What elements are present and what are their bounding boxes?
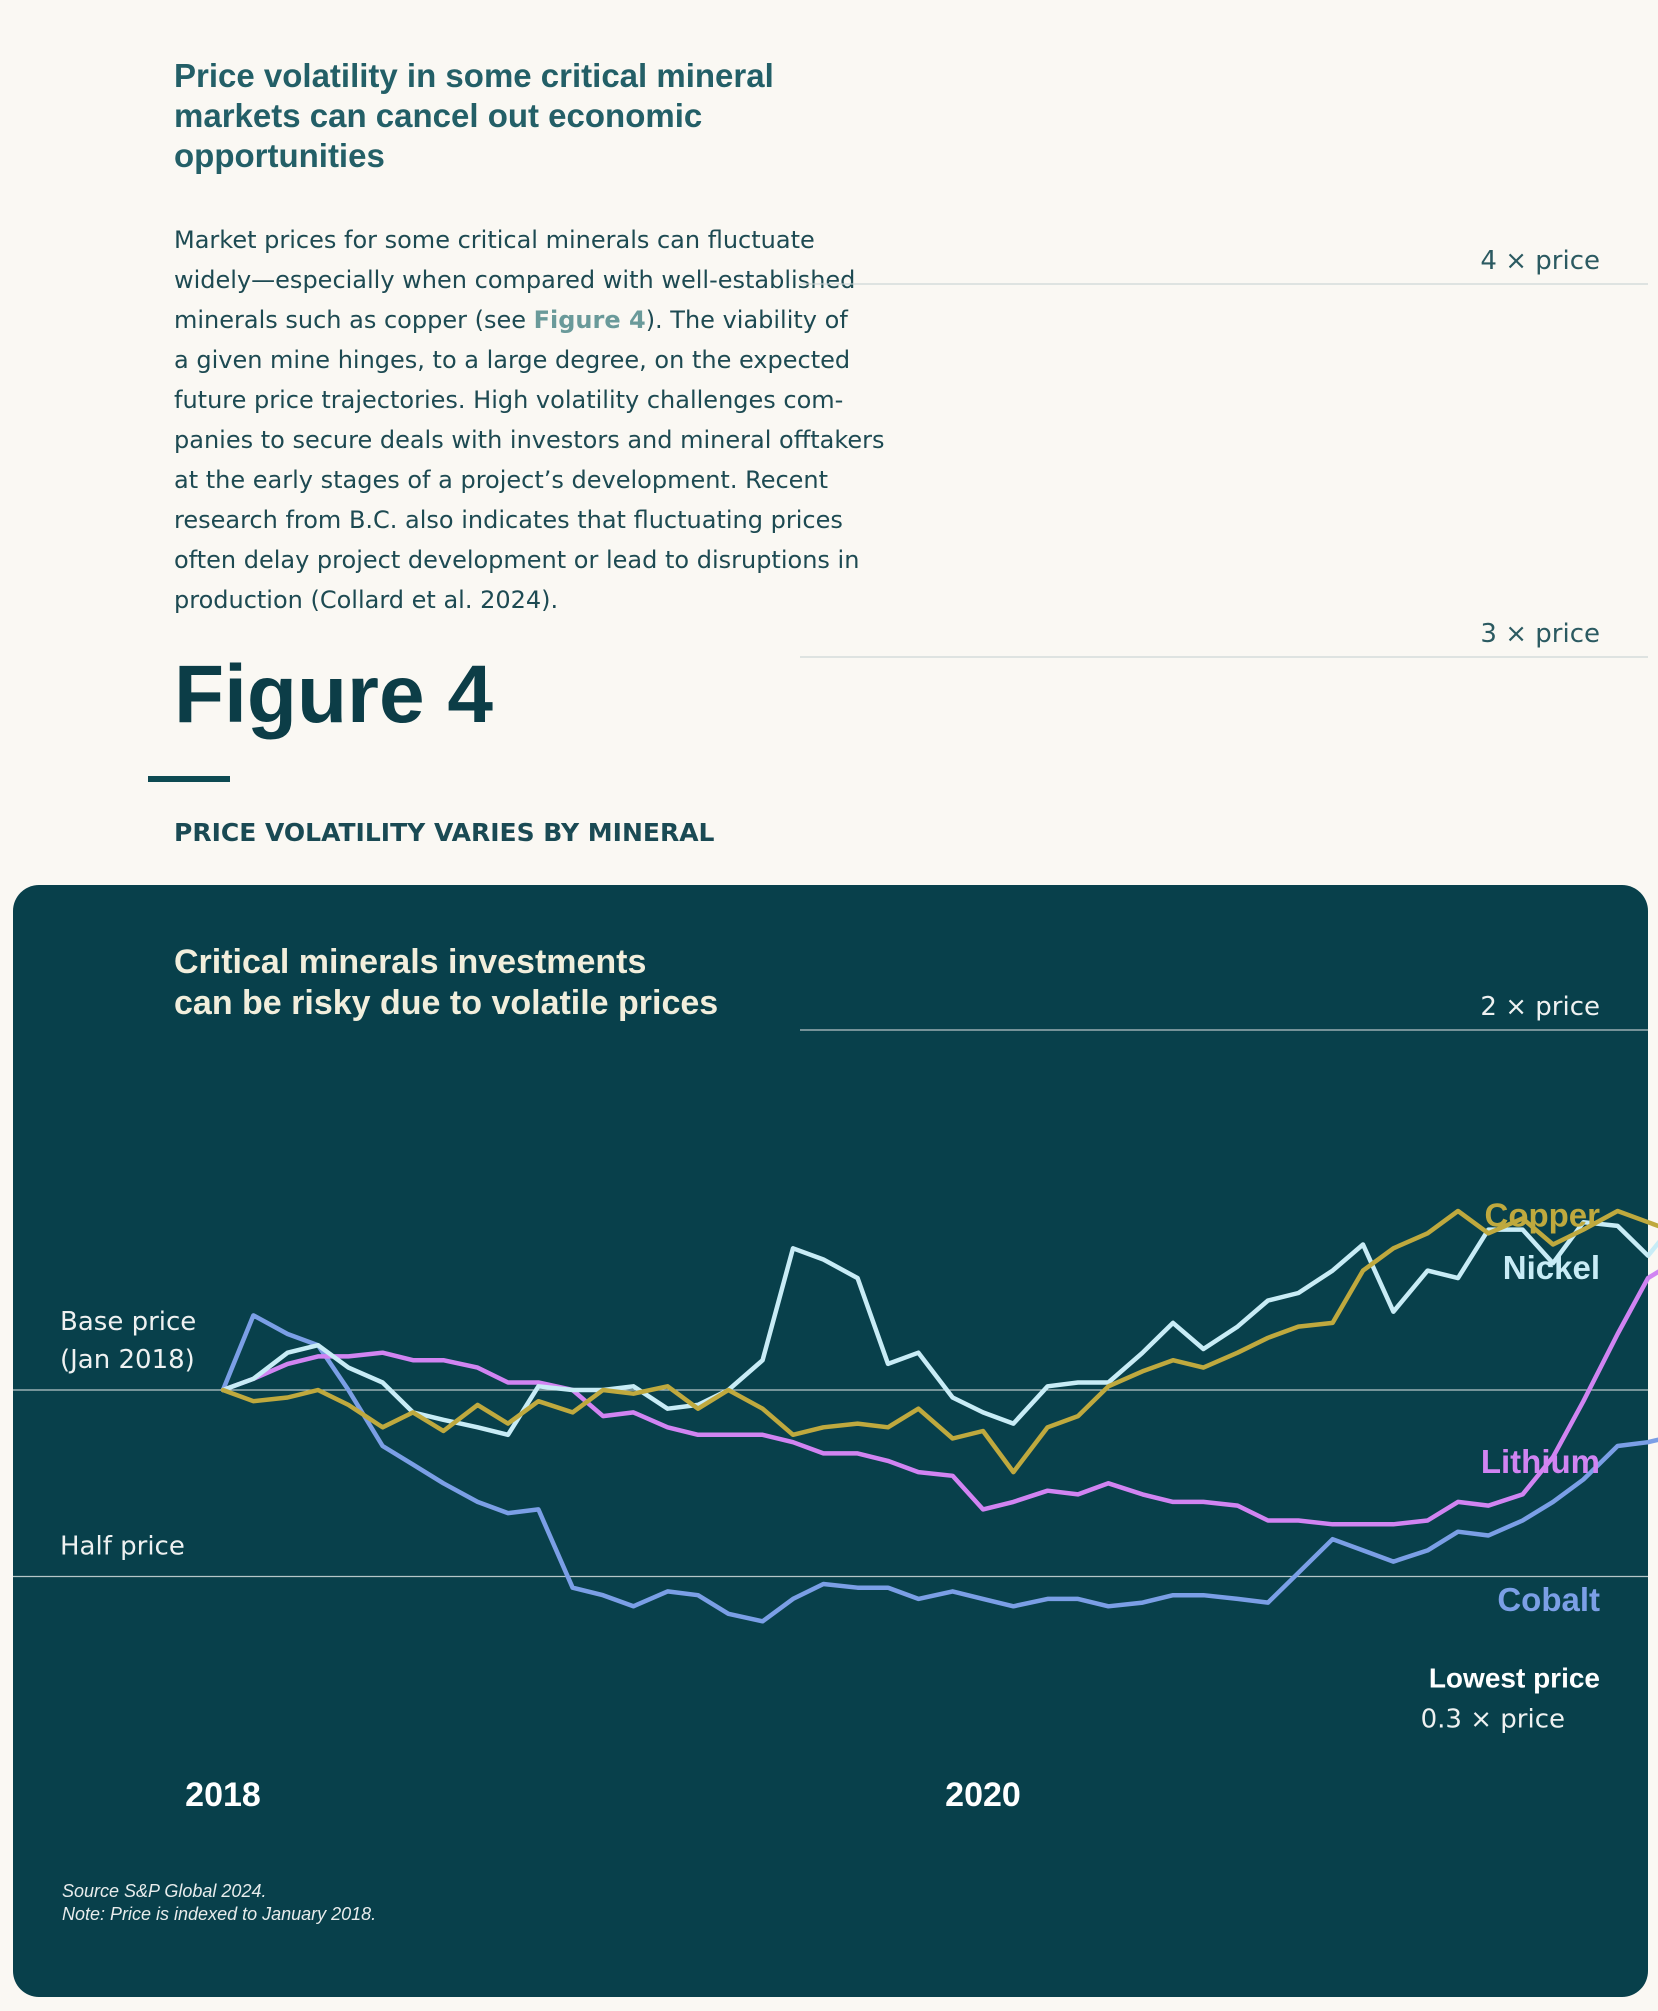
paragraph-line: future price trajectories. High volatili…	[174, 386, 844, 414]
figure-reference-link[interactable]: Figure 4	[533, 306, 646, 334]
gridline-label: 2 × price	[1480, 992, 1600, 1022]
x-tick-label: 2018	[185, 1776, 261, 1814]
gridline-label: Half price	[60, 1532, 185, 1562]
series-label-copper: Copper	[1485, 1197, 1601, 1234]
paragraph-line-with-ref: minerals such as copper (see Figure 4). …	[174, 300, 944, 340]
chart-title: Critical minerals investments can be ris…	[174, 942, 718, 1024]
series-label-lithium: Lithium	[1481, 1443, 1600, 1480]
paragraph-line: at the early stages of a project’s devel…	[174, 466, 829, 494]
gridline-label: 4 × price	[1480, 246, 1600, 276]
gridline-label: Base price	[60, 1307, 196, 1337]
annotation-label: Lowest price	[1429, 1662, 1600, 1693]
series-line-nickel	[220, 1219, 1658, 1438]
figure-title-rule	[148, 776, 230, 782]
gridline-label: 3 × price	[1480, 619, 1600, 649]
series-label-cobalt: Cobalt	[1497, 1581, 1600, 1618]
annotation-value: 0.3 × price	[1421, 1704, 1565, 1734]
source-line: Source S&P Global 2024.	[62, 1881, 267, 1901]
chart-title-line: Critical minerals investments	[174, 943, 647, 981]
paragraph-line: panies to secure deals with investors an…	[174, 426, 885, 454]
paragraph-text: ). The viability of	[645, 306, 848, 334]
series-label-nickel: Nickel	[1503, 1249, 1600, 1286]
series-line-copper	[220, 1208, 1658, 1475]
article-heading: Price volatility in some critical minera…	[174, 57, 774, 174]
paragraph-line: a given mine hinges, to a large degree, …	[174, 346, 851, 374]
paragraph-text: minerals such as copper (see	[174, 306, 534, 334]
chart-panel	[13, 885, 1648, 1997]
paragraph-line: research from B.C. also indicates that f…	[174, 506, 843, 534]
paragraph-line: production (Collard et al. 2024).	[174, 586, 559, 614]
article-paragraph: Market prices for some critical minerals…	[174, 220, 944, 620]
source-note: Source S&P Global 2024. Note: Price is i…	[62, 1880, 376, 1926]
paragraph-line: often delay project development or lead …	[174, 546, 860, 574]
chart-title-line: can be risky due to volatile prices	[174, 984, 719, 1022]
figure-title: Figure 4	[174, 649, 493, 740]
series-line-cobalt	[220, 1313, 1658, 1624]
series-line-lithium	[220, 1269, 1658, 1527]
note-line: Note: Price is indexed to January 2018.	[62, 1904, 377, 1924]
x-tick-label: 2020	[945, 1776, 1021, 1814]
paragraph-line: Market prices for some critical minerals…	[174, 226, 815, 254]
figure-subtitle: PRICE VOLATILITY VARIES BY MINERAL	[174, 818, 715, 847]
gridline-label: (Jan 2018)	[60, 1345, 195, 1375]
paragraph-line: widely—especially when compared with wel…	[174, 266, 856, 294]
